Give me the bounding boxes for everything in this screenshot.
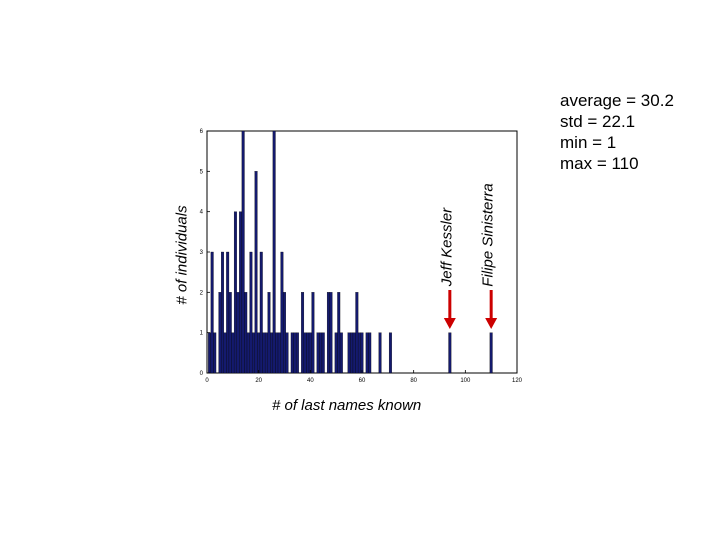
- y-tick-label: 0: [200, 371, 204, 377]
- bar: [388, 332, 392, 374]
- bar: [270, 332, 274, 374]
- annotation-arrow-head: [443, 318, 456, 329]
- bar: [316, 332, 320, 374]
- bar: [246, 332, 250, 374]
- bar: [334, 332, 338, 374]
- bar: [226, 251, 230, 374]
- bar: [275, 332, 279, 374]
- bar: [448, 332, 452, 374]
- bar: [241, 130, 245, 374]
- stat-max: max = 110: [560, 154, 639, 173]
- bar: [231, 332, 235, 374]
- bar: [357, 332, 361, 374]
- y-tick-label: 4: [200, 210, 204, 216]
- bar: [228, 292, 232, 374]
- bar: [347, 332, 351, 374]
- bar: [272, 130, 276, 374]
- bar: [368, 332, 372, 374]
- bar: [352, 332, 356, 374]
- bar: [301, 292, 305, 374]
- bar: [311, 292, 315, 374]
- bar: [360, 332, 364, 374]
- x-tick-label: 0: [205, 378, 209, 384]
- bar: [306, 332, 310, 374]
- y-tick-label: 2: [200, 290, 204, 296]
- bar: [236, 292, 240, 374]
- stat-min: min = 1: [560, 133, 617, 152]
- bar: [233, 211, 237, 374]
- bar: [337, 292, 341, 374]
- bar: [277, 332, 281, 374]
- y-tick-label: 5: [200, 169, 204, 175]
- bar: [210, 251, 214, 374]
- bar: [249, 251, 253, 374]
- bar: [208, 332, 212, 374]
- x-tick-label: 40: [307, 378, 314, 384]
- bar: [285, 332, 289, 374]
- x-tick-label: 120: [512, 378, 523, 384]
- stat-average: average = 30.2: [560, 91, 674, 110]
- bar: [213, 332, 217, 374]
- bar: [303, 332, 307, 374]
- bar: [350, 332, 354, 374]
- bar: [489, 332, 493, 374]
- bar: [295, 332, 299, 374]
- bar: [283, 292, 286, 374]
- stats-panel: average = 30.2 std = 22.1 min = 1 max = …: [560, 90, 674, 174]
- x-tick-label: 20: [255, 378, 262, 384]
- x-axis-label: # of last names known: [272, 397, 422, 414]
- bar: [319, 332, 323, 374]
- bar: [321, 332, 325, 374]
- bar: [365, 332, 369, 374]
- bar: [290, 332, 294, 374]
- bar: [267, 292, 271, 374]
- annotation-filipe-sinisterra: Filipe Sinisterra: [479, 182, 497, 287]
- bar: [259, 251, 263, 374]
- bar: [252, 332, 255, 374]
- bar: [280, 251, 284, 374]
- stat-std: std = 22.1: [560, 112, 636, 131]
- x-tick-label: 100: [460, 378, 471, 384]
- bar: [329, 292, 333, 374]
- annotation-arrow-head: [485, 318, 498, 329]
- y-tick-label: 1: [200, 331, 204, 337]
- bar: [355, 292, 359, 374]
- bar: [262, 332, 266, 374]
- y-tick-label: 6: [200, 129, 204, 135]
- bar: [308, 332, 312, 374]
- y-axis-label: # of individuals: [173, 205, 191, 305]
- bar: [223, 332, 227, 374]
- bar: [239, 211, 243, 374]
- bar: [339, 332, 343, 374]
- bar: [326, 292, 330, 374]
- bar: [257, 332, 261, 374]
- bar: [221, 251, 224, 374]
- bar: [264, 332, 268, 374]
- bar: [254, 171, 258, 374]
- bar: [244, 292, 248, 374]
- x-tick-label: 80: [410, 378, 417, 384]
- bar: [293, 332, 297, 374]
- bar: [378, 332, 382, 374]
- bar: [218, 292, 222, 374]
- annotation-jeff-kessler: Jeff Kessler: [438, 207, 456, 287]
- y-tick-label: 3: [200, 250, 204, 256]
- x-tick-label: 60: [359, 378, 366, 384]
